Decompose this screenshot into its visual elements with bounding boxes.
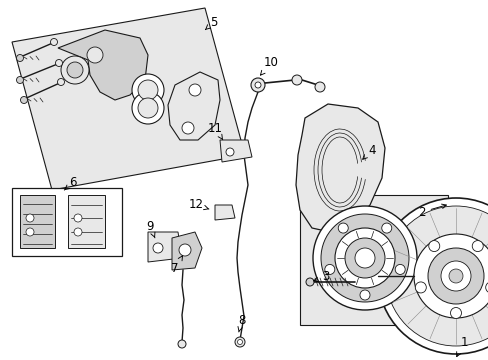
Circle shape bbox=[132, 74, 163, 106]
Circle shape bbox=[61, 56, 89, 84]
Text: 11: 11 bbox=[207, 122, 223, 140]
Circle shape bbox=[338, 223, 347, 233]
Text: 4: 4 bbox=[362, 144, 375, 159]
Polygon shape bbox=[68, 195, 105, 248]
Circle shape bbox=[87, 47, 103, 63]
Circle shape bbox=[132, 92, 163, 124]
Circle shape bbox=[26, 214, 34, 222]
Text: 5: 5 bbox=[205, 15, 217, 30]
Text: 10: 10 bbox=[260, 57, 278, 75]
Circle shape bbox=[427, 248, 483, 304]
Circle shape bbox=[449, 307, 461, 319]
Text: 12: 12 bbox=[188, 198, 208, 211]
Text: 6: 6 bbox=[64, 176, 77, 190]
Circle shape bbox=[385, 206, 488, 346]
Circle shape bbox=[74, 228, 82, 236]
Circle shape bbox=[345, 238, 384, 278]
Circle shape bbox=[138, 80, 158, 100]
Circle shape bbox=[377, 198, 488, 354]
Circle shape bbox=[291, 75, 302, 85]
Text: 7: 7 bbox=[171, 256, 182, 274]
Circle shape bbox=[440, 261, 470, 291]
Circle shape bbox=[235, 337, 244, 347]
Circle shape bbox=[58, 78, 64, 85]
Polygon shape bbox=[295, 104, 384, 232]
Circle shape bbox=[50, 39, 58, 45]
Circle shape bbox=[225, 148, 234, 156]
Circle shape bbox=[153, 243, 163, 253]
Circle shape bbox=[381, 223, 391, 233]
Circle shape bbox=[182, 122, 194, 134]
Text: 2: 2 bbox=[417, 204, 446, 219]
Circle shape bbox=[394, 265, 405, 274]
Polygon shape bbox=[148, 232, 182, 262]
Circle shape bbox=[17, 54, 23, 62]
Polygon shape bbox=[58, 30, 148, 100]
Circle shape bbox=[74, 214, 82, 222]
Circle shape bbox=[314, 82, 325, 92]
Circle shape bbox=[237, 339, 242, 345]
Polygon shape bbox=[220, 140, 251, 162]
Circle shape bbox=[17, 77, 23, 84]
Circle shape bbox=[20, 96, 27, 104]
Circle shape bbox=[67, 62, 83, 78]
Circle shape bbox=[334, 228, 394, 288]
Circle shape bbox=[414, 282, 426, 293]
Circle shape bbox=[138, 98, 158, 118]
Circle shape bbox=[55, 59, 62, 67]
Text: 9: 9 bbox=[146, 220, 155, 238]
Circle shape bbox=[254, 82, 261, 88]
Polygon shape bbox=[12, 8, 244, 190]
Circle shape bbox=[178, 340, 185, 348]
Polygon shape bbox=[215, 205, 235, 220]
Circle shape bbox=[428, 240, 439, 252]
Circle shape bbox=[471, 240, 482, 252]
Circle shape bbox=[354, 248, 374, 268]
Circle shape bbox=[359, 290, 369, 300]
Circle shape bbox=[189, 84, 201, 96]
Circle shape bbox=[320, 214, 408, 302]
Polygon shape bbox=[299, 195, 447, 325]
Circle shape bbox=[26, 228, 34, 236]
Circle shape bbox=[250, 78, 264, 92]
Circle shape bbox=[413, 234, 488, 318]
Polygon shape bbox=[168, 72, 220, 140]
Circle shape bbox=[448, 269, 462, 283]
Text: 1: 1 bbox=[456, 336, 467, 357]
Circle shape bbox=[324, 265, 334, 274]
Text: 8: 8 bbox=[238, 314, 245, 332]
Bar bbox=[12, 188, 122, 256]
Circle shape bbox=[179, 244, 191, 256]
Polygon shape bbox=[20, 195, 55, 248]
Circle shape bbox=[305, 278, 313, 286]
Circle shape bbox=[312, 206, 416, 310]
Circle shape bbox=[485, 282, 488, 293]
Text: 3: 3 bbox=[313, 270, 329, 284]
Polygon shape bbox=[172, 232, 202, 270]
